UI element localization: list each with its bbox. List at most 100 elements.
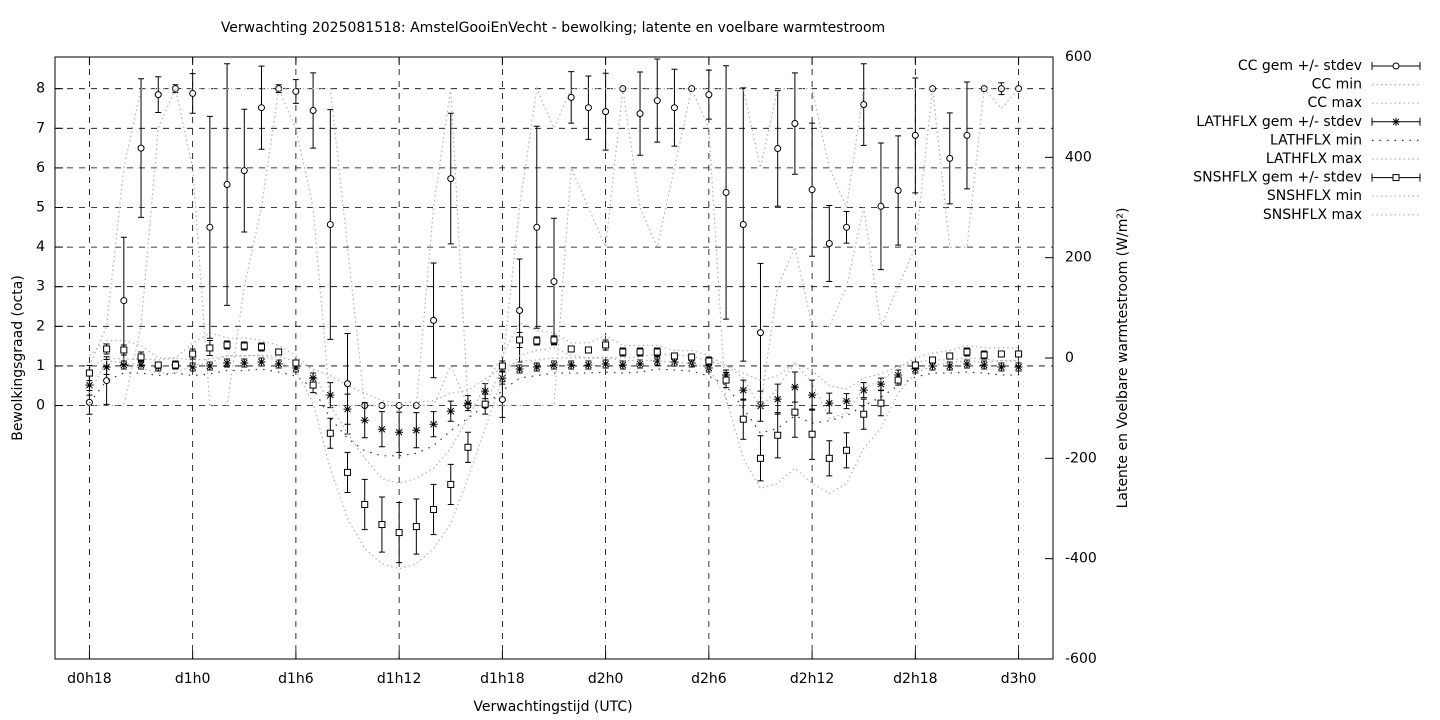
legend-marker xyxy=(1392,174,1400,182)
range-line xyxy=(89,86,1020,407)
legend-label: CC min xyxy=(1312,77,1362,93)
data-point xyxy=(429,420,438,429)
data-point xyxy=(739,221,747,229)
y-axis-label: Bewolkingsgraad (octa) xyxy=(10,275,26,441)
y-tick-label: 5 xyxy=(36,200,45,216)
data-point xyxy=(929,356,937,364)
data-point xyxy=(430,506,438,514)
data-point xyxy=(808,391,817,400)
y2-tick-label: -200 xyxy=(1065,450,1097,466)
data-point xyxy=(326,391,335,400)
data-point xyxy=(808,186,816,194)
data-point xyxy=(257,358,266,367)
data-point xyxy=(498,374,507,383)
legend-label: SNSHFLX min xyxy=(1267,188,1362,204)
data-point xyxy=(464,443,472,451)
data-point xyxy=(292,87,300,95)
y-tick-label: 1 xyxy=(36,358,45,374)
data-point xyxy=(516,336,524,344)
data-point xyxy=(929,85,937,93)
data-point xyxy=(876,380,885,389)
data-point xyxy=(257,343,265,351)
data-point xyxy=(291,364,300,373)
data-point xyxy=(292,359,300,367)
data-point xyxy=(946,154,954,162)
data-point xyxy=(705,357,713,365)
data-point xyxy=(120,297,128,305)
data-point xyxy=(980,361,989,370)
data-point xyxy=(533,223,541,231)
x-tick-label: d0h18 xyxy=(67,671,111,687)
y-tick-label: 2 xyxy=(36,318,45,334)
data-point xyxy=(481,387,490,396)
data-point xyxy=(774,431,782,439)
data-point xyxy=(326,221,334,229)
data-point xyxy=(619,348,627,356)
x-tick-label: d2h18 xyxy=(893,671,937,687)
data-point xyxy=(550,361,558,370)
y-tick-label: 0 xyxy=(36,398,45,414)
x-tick-label: d2h12 xyxy=(790,671,834,687)
legend-label: CC gem +/- stdev xyxy=(1238,58,1362,74)
data-point xyxy=(274,360,283,369)
data-point xyxy=(154,361,162,369)
data-point xyxy=(378,521,386,529)
data-point xyxy=(223,359,232,368)
data-point xyxy=(240,342,248,350)
data-point xyxy=(739,386,748,395)
y-tick-label: 8 xyxy=(36,81,45,97)
data-point xyxy=(154,91,162,99)
data-point xyxy=(206,344,214,352)
y2-tick-label: -400 xyxy=(1065,551,1097,567)
legend-label: LATHFLX min xyxy=(1270,132,1362,148)
data-point xyxy=(326,429,334,437)
data-point xyxy=(688,353,696,361)
data-point xyxy=(877,202,885,210)
y2-tick-label: 600 xyxy=(1065,49,1092,65)
data-point xyxy=(584,104,592,112)
legend-label: SNSHFLX max xyxy=(1263,207,1362,223)
y2-tick-label: -600 xyxy=(1065,651,1097,667)
data-point xyxy=(223,341,231,349)
x-tick-label: d2h6 xyxy=(691,671,727,687)
data-point xyxy=(636,360,645,369)
data-point xyxy=(739,415,747,423)
data-point xyxy=(584,361,593,370)
data-point xyxy=(877,399,885,407)
data-point xyxy=(498,396,506,404)
data-point xyxy=(636,110,644,118)
legend-label: SNSHFLX gem +/- stdev xyxy=(1193,170,1362,186)
data-point xyxy=(119,361,128,370)
data-point xyxy=(1014,363,1023,372)
data-point xyxy=(963,348,971,356)
data-point xyxy=(722,188,730,196)
data-point xyxy=(85,369,93,377)
data-point xyxy=(481,400,489,408)
data-point xyxy=(601,360,610,369)
data-point xyxy=(360,416,369,425)
data-point xyxy=(670,352,678,360)
x-tick-label: d2h0 xyxy=(588,671,624,687)
data-point xyxy=(188,363,197,372)
data-point xyxy=(102,363,111,372)
x-tick-label: d1h6 xyxy=(278,671,314,687)
data-point xyxy=(206,223,214,231)
data-point xyxy=(584,346,592,354)
data-point xyxy=(447,175,455,183)
data-point xyxy=(550,336,558,344)
y-tick-label: 3 xyxy=(36,279,45,295)
data-point xyxy=(447,480,455,488)
data-point xyxy=(618,361,627,370)
data-point xyxy=(774,144,782,152)
data-point xyxy=(945,362,954,371)
data-point xyxy=(859,386,868,395)
data-point xyxy=(825,240,833,248)
data-point xyxy=(808,430,816,438)
data-point xyxy=(532,363,541,372)
data-point xyxy=(412,523,420,531)
data-point xyxy=(928,362,937,371)
data-point xyxy=(946,352,954,360)
data-point xyxy=(773,395,782,404)
data-point xyxy=(430,316,438,324)
data-point xyxy=(85,381,94,390)
